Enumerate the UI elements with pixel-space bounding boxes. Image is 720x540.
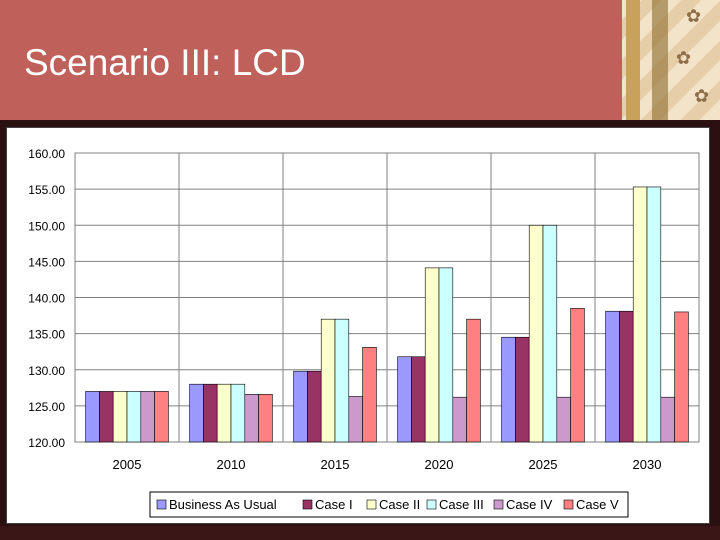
bar	[501, 336, 516, 443]
bar	[605, 310, 620, 443]
bar	[348, 396, 363, 443]
x-tick-label: 2010	[217, 457, 246, 472]
x-tick-label: 2020	[425, 457, 454, 472]
legend-label: Case IV	[506, 497, 553, 512]
bar	[154, 391, 169, 443]
bar	[452, 396, 467, 443]
bar	[189, 383, 204, 443]
bar	[307, 370, 322, 443]
bar	[320, 318, 336, 443]
bar	[244, 394, 259, 443]
title-band: Scenario III: LCD	[0, 0, 622, 122]
y-tick-label: 120.00	[28, 436, 65, 450]
bar	[646, 186, 662, 443]
bar	[424, 267, 440, 443]
bar	[632, 186, 648, 443]
bar	[397, 356, 412, 443]
slide-title: Scenario III: LCD	[24, 42, 306, 83]
bar	[438, 267, 454, 443]
y-tick-label: 140.00	[28, 292, 65, 306]
legend-swatch	[563, 499, 574, 510]
bar	[112, 391, 128, 443]
bar	[334, 318, 350, 443]
y-tick-label: 160.00	[28, 147, 65, 161]
y-tick-label: 130.00	[28, 364, 65, 378]
bar	[362, 347, 377, 443]
legend-swatch	[493, 499, 504, 510]
x-tick-label: 2005	[113, 457, 142, 472]
bar	[570, 308, 585, 443]
bar-chart: 120.00 125.00 130.00 135.00 140.00 145.00 150.…	[28, 147, 700, 518]
legend-swatch	[156, 499, 167, 510]
legend-label: Case I	[315, 497, 353, 512]
bar	[619, 310, 634, 443]
flower-icon: ✿	[676, 48, 692, 69]
decorative-stripe	[626, 0, 640, 120]
bar	[528, 224, 544, 443]
legend-box	[149, 491, 629, 518]
x-tick-label: 2015	[321, 457, 350, 472]
bar	[203, 383, 218, 443]
bar	[140, 391, 155, 443]
y-tick-label: 125.00	[28, 400, 65, 414]
bar	[556, 396, 571, 443]
bar	[99, 391, 114, 443]
bar	[216, 383, 232, 443]
legend-swatch	[302, 499, 313, 510]
bar	[660, 396, 675, 443]
y-tick-label: 150.00	[28, 219, 65, 233]
bar	[293, 370, 308, 443]
bar	[258, 394, 273, 443]
y-tick-label: 155.00	[28, 183, 65, 197]
legend-label: Case III	[439, 497, 484, 512]
bar	[515, 336, 530, 443]
y-tick-label: 135.00	[28, 328, 65, 342]
flower-icon: ✿	[694, 86, 710, 107]
legend-label: Business As Usual	[169, 497, 277, 512]
bottom-strip	[0, 526, 720, 540]
x-tick-label: 2030	[633, 457, 662, 472]
legend-swatch	[366, 499, 377, 510]
bar	[674, 311, 689, 443]
legend-label: Case V	[576, 497, 619, 512]
x-tick-label: 2025	[529, 457, 558, 472]
bar	[126, 391, 142, 443]
chart-panel: 120.00 125.00 130.00 135.00 140.00 145.00 150.…	[6, 127, 710, 524]
bar	[411, 356, 426, 443]
y-tick-label: 145.00	[28, 255, 65, 269]
decorative-stripe-dark	[652, 0, 668, 120]
bar	[85, 391, 100, 443]
legend-label: Case II	[379, 497, 420, 512]
flower-icon: ✿	[686, 6, 702, 27]
bar	[542, 224, 558, 443]
bar	[466, 318, 481, 443]
legend-swatch	[426, 499, 437, 510]
bar	[230, 383, 246, 443]
